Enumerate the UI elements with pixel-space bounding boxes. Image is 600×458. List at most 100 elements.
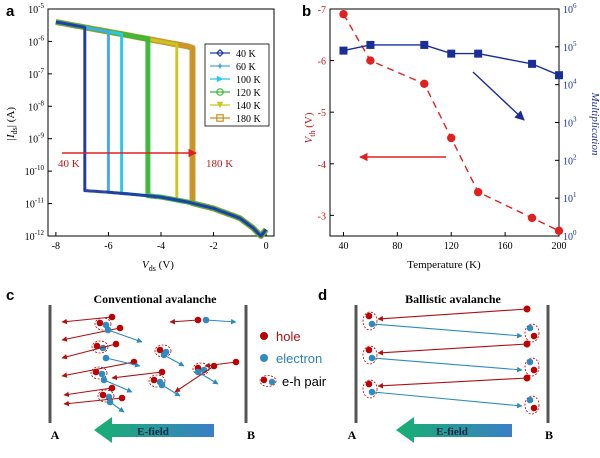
schematic-c-title: Conventional avalanche (93, 292, 217, 306)
hole-trajectory (63, 397, 123, 407)
schematic-c-efield: E-field (94, 417, 214, 443)
chart-b-ytick-right-label-exp: 4 (573, 78, 577, 86)
chart-b-multiplication-point (447, 49, 456, 58)
pair-outline (362, 345, 378, 365)
schematic-d-label-a: A (348, 428, 357, 442)
pair-outline (524, 357, 540, 377)
chart-a-ytick-label-base: 10 (28, 135, 38, 146)
chart-b-ytick-right-label-exp: 3 (573, 116, 577, 124)
chart-b-multiplication-point (366, 40, 375, 49)
chart-a-xtick-label: -2 (209, 241, 217, 252)
pair-hole (93, 342, 101, 350)
chart-b-vth-point (527, 213, 537, 223)
chart-b-multiplication-point (555, 71, 563, 80)
schematic-d-efield-arrow (396, 417, 512, 443)
hole-trajectory (63, 387, 113, 398)
pair-outline (524, 395, 540, 415)
legend-hole-dot (260, 332, 268, 340)
schematic-c-efield-label: E-field (137, 426, 169, 438)
schematic-d: Ballistic avalanche A B E-field (348, 292, 553, 443)
chart-b-vth-point (473, 187, 483, 197)
hole-particle (108, 313, 116, 321)
chart-a-xtick-label: 0 (264, 241, 269, 252)
panel-label-d: d (318, 287, 327, 304)
panel-label-a: a (6, 3, 15, 20)
pair-outline (91, 340, 109, 354)
chart-b-ytick-right-label-base: 10 (563, 43, 573, 54)
hole-particle (232, 358, 240, 366)
hole-trajectory (174, 365, 215, 393)
electron-trajectory (161, 384, 181, 397)
pair-outline (90, 366, 108, 380)
chart-a-ytick-label-base: 10 (28, 5, 38, 16)
chart-b-xlabel: Temperature (K) (407, 259, 481, 271)
chart-b-ytick-right-label: 103 (563, 116, 577, 130)
hole-trajectory (61, 343, 117, 360)
chart-a-ytick-label-exp: -8 (38, 99, 44, 107)
chart-a-legend-box (204, 43, 270, 127)
hole-trajectory (169, 318, 199, 325)
pair-electron (368, 354, 376, 362)
schematic-c: Conventional avalanche A B E-field (48, 292, 255, 443)
legend-hole-label: hole (276, 329, 301, 344)
chart-b-multiplication-point (339, 46, 348, 55)
schematic-c-label-a: A (51, 428, 60, 442)
chart-b-series (339, 9, 564, 236)
chart-a-ytick-label: 10-9 (28, 132, 44, 146)
chart-b-ytick-right-label-base: 10 (563, 5, 573, 16)
hole-particle (116, 324, 124, 332)
chart-a-series (55, 19, 269, 239)
chart-b-ytick-right-label: 104 (563, 78, 577, 92)
chart-a-ytick-label: 10-11 (25, 197, 45, 211)
pair-hole (530, 404, 538, 412)
pair-outline (97, 389, 115, 403)
electron-trajectory (372, 391, 523, 409)
electron-trajectory (163, 354, 185, 367)
pair-hole (96, 319, 104, 327)
chart-a-legend-label: 120 K (236, 88, 262, 99)
chart-b-vth-point (339, 9, 348, 19)
chart-a-legend-marker (216, 114, 224, 122)
chart-b-y-ticks-left: -7 -6 -5 -4 -3 (318, 5, 334, 222)
pair-electron (102, 321, 110, 329)
chart-a-ytick-label-exp: -6 (38, 34, 44, 42)
chart-b-ytick-right-label: 105 (563, 40, 577, 54)
chart-a-xtick-label: -6 (104, 241, 112, 252)
chart-b-ylabel-left: Vth (V) (303, 112, 317, 143)
electron-trajectory (372, 357, 523, 373)
schematic-d-particles (362, 305, 540, 415)
hole-particle (210, 362, 218, 370)
chart-a-legend-label: 60 K (236, 62, 257, 73)
chart-b-vth-point (447, 133, 456, 143)
chart-b-ytick-left-label: -4 (318, 160, 326, 171)
chart-b-xtick-label: 80 (392, 241, 402, 252)
chart-a-ytick-label: 10-5 (28, 2, 44, 16)
chart-b-ytick-right-label-exp: 5 (573, 40, 577, 48)
chart-a-legend-label: 40 K (236, 49, 257, 60)
chart-a-legend: 40 K 60 K 100 K 120 K 140 K 180 K (204, 43, 270, 127)
legend-pair-electron (268, 378, 276, 386)
chart-b-ytick-right-label-exp: 6 (573, 2, 577, 10)
chart-b-ytick-right-label-base: 10 (563, 119, 573, 130)
chart-b-ytick-right-label-base: 10 (563, 156, 573, 167)
chart-b-xtick-label: 200 (552, 241, 567, 252)
chart-a-ytick-label: 10-7 (28, 67, 44, 81)
pair-hole (156, 346, 164, 354)
schematic-c-efield-arrow (94, 417, 214, 443)
schematic-c-particles (61, 313, 240, 413)
schematic-c-label-b: B (247, 428, 255, 442)
hole-particle (194, 316, 202, 324)
chart-b-ytick-right-label: 102 (563, 153, 577, 167)
hole-trajectory (61, 316, 113, 325)
chart-a-series-line (55, 20, 268, 238)
chart-b-ytick-right-label: 101 (563, 191, 577, 205)
chart-b-ytick-right-label-exp: 0 (573, 229, 577, 237)
chart-b-vth-point (420, 79, 429, 89)
electron-trajectory (109, 401, 125, 413)
chart-a-ytick-label-base: 10 (25, 200, 35, 211)
chart-a-ytick-label: 10-10 (25, 164, 45, 178)
chart-b-frame (329, 8, 560, 237)
hole-trajectory (377, 343, 528, 356)
